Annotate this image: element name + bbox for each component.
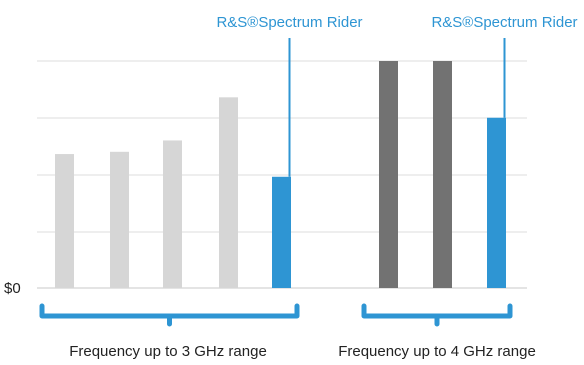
bar [487, 117, 506, 288]
group-bracket [361, 303, 513, 327]
group-label: Frequency up to 3 GHz range [69, 343, 267, 360]
bar [163, 140, 182, 288]
bar [272, 176, 291, 288]
bar [219, 97, 238, 288]
group-label: Frequency up to 4 GHz range [338, 343, 536, 360]
callout-label: R&S®Spectrum Rider [431, 14, 577, 31]
bar [55, 154, 74, 288]
callout-label: R&S®Spectrum Rider [216, 14, 362, 31]
y-tick-label: $0 [4, 280, 21, 297]
group-brackets [39, 303, 513, 327]
bar [379, 61, 398, 288]
bar [433, 61, 452, 288]
group-labels: Frequency up to 3 GHz range Frequency up … [69, 343, 536, 360]
callouts: R&S®Spectrum Rider R&S®Spectrum Rider [216, 14, 578, 177]
bars [55, 61, 506, 288]
bar [110, 151, 129, 288]
group-bracket [39, 303, 300, 327]
